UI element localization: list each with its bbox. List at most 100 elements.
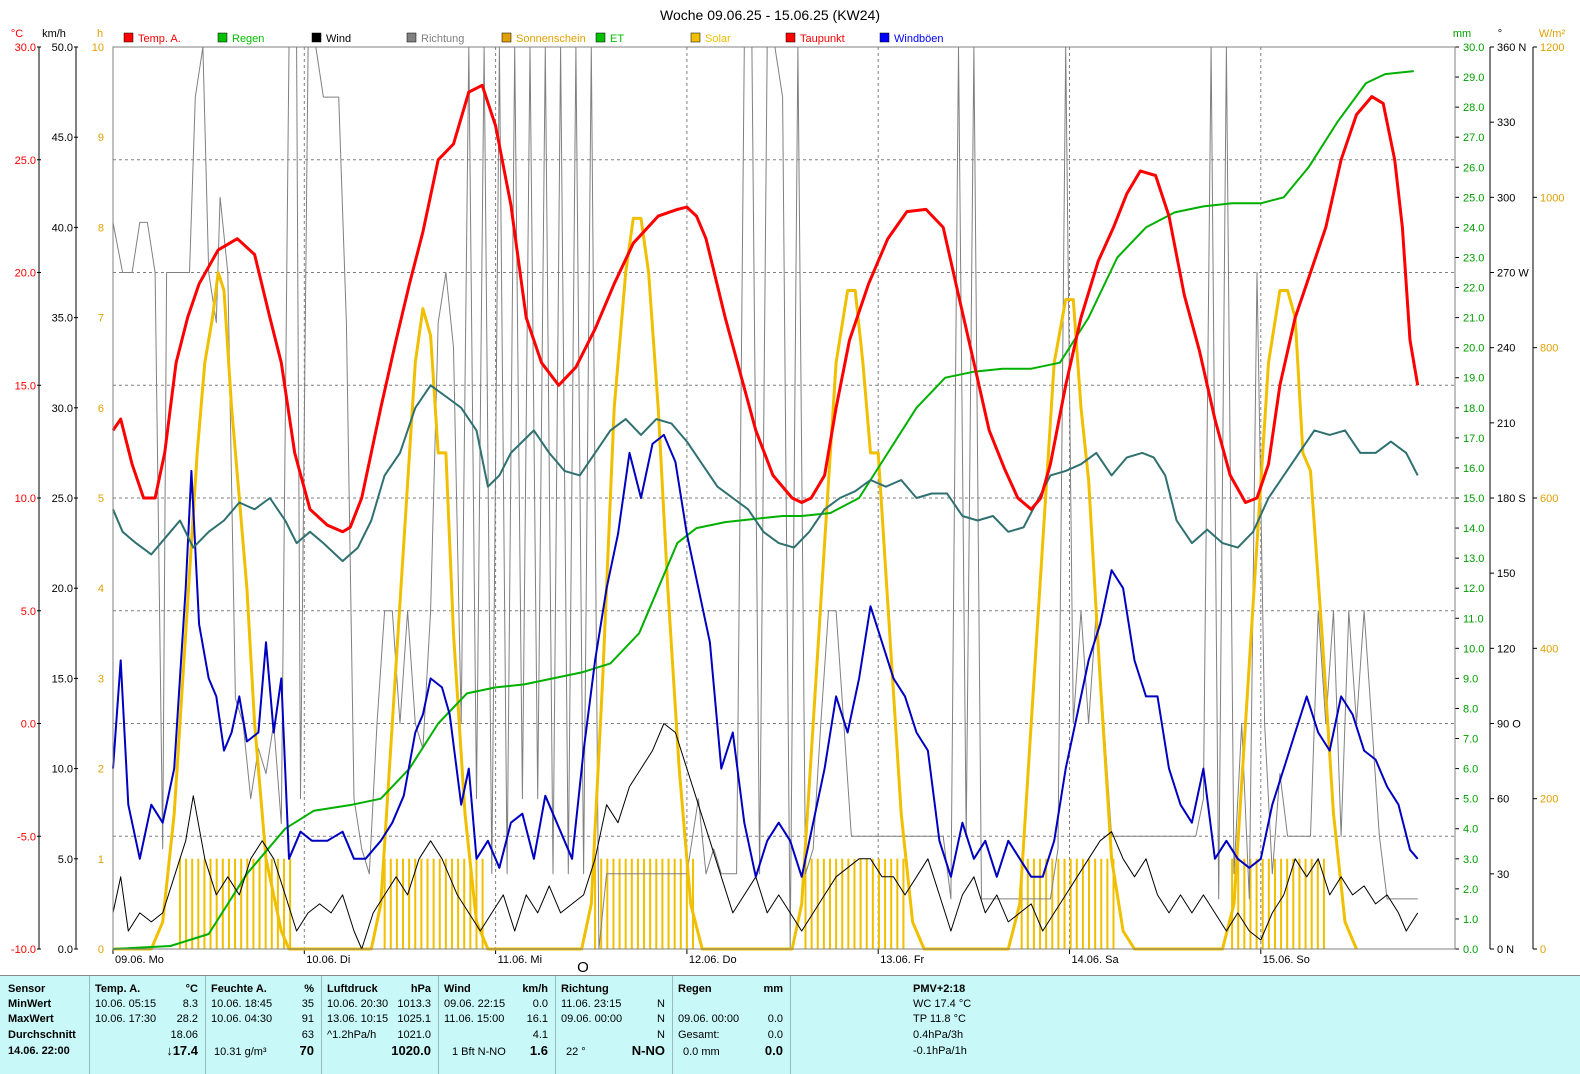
wind-bft: 1 Bft N-NO — [452, 1046, 506, 1058]
press-max-time: 13.06. 10:15 — [327, 1013, 389, 1025]
axis-tick-label: 360 N — [1497, 42, 1526, 54]
legend-swatch — [217, 32, 228, 43]
axis-tick-label: 60 — [1497, 794, 1509, 806]
temp-avg: 18.06 — [170, 1029, 198, 1041]
legend-swatch — [123, 32, 134, 43]
legend-label: Richtung — [421, 33, 464, 45]
axis-tick-label: 210 — [1497, 418, 1515, 430]
axis-tick-label: -5.0 — [17, 831, 36, 843]
axis-tick-label: 26.0 — [1463, 162, 1484, 174]
axis-tick-label: 120 — [1497, 643, 1515, 655]
axis-tick-label: -10.0 — [11, 944, 36, 956]
axis-tick-label: 25.0 — [1463, 192, 1484, 204]
dir-min-time: 11.06. 23:15 — [561, 998, 622, 1010]
axis-tick-label: 3 — [98, 673, 104, 685]
axis-tick-label: 8.0 — [1463, 703, 1478, 715]
rain-unit: mm — [763, 983, 783, 995]
axis-tick-label: 25.0 — [52, 493, 73, 505]
series-line-temp — [111, 83, 1420, 534]
series-line-gust — [112, 433, 1419, 878]
axis-tick-label: 5.0 — [58, 854, 73, 866]
axis-tick-label: 6 — [98, 403, 104, 415]
dir-deg: 22 ° — [566, 1046, 586, 1058]
axis-tick-label: 15.0 — [15, 380, 36, 392]
axis-unit-dir: ° — [1498, 28, 1502, 40]
pmv-line1: PMV+2:18 — [913, 983, 966, 995]
axis-tick-label: 10.0 — [15, 493, 36, 505]
press-title: Luftdruck — [327, 983, 378, 995]
hum-now: 70 — [299, 1043, 314, 1058]
sunshine-bars — [178, 858, 1325, 949]
wind-now: 1.6 — [529, 1043, 548, 1058]
hum-max-time: 10.06. 04:30 — [211, 1013, 273, 1025]
temp-unit: °C — [185, 983, 198, 995]
axis-tick-label: 10 — [92, 42, 104, 54]
axis-tick-label: 10.0 — [52, 764, 73, 776]
axis-tick-label: 20.0 — [1463, 343, 1484, 355]
rain-r3-label: 0.0 mm — [683, 1046, 720, 1058]
plot-frame — [112, 46, 1456, 950]
axis-tick-label: 12.0 — [1463, 583, 1484, 595]
legend-swatch — [879, 32, 890, 43]
axis-tick-label: 30 — [1497, 869, 1509, 881]
axis-tick-label: 270 W — [1497, 268, 1529, 280]
dir-avg: N — [657, 1029, 665, 1041]
temp-max-time: 10.06. 17:30 — [95, 1013, 157, 1025]
x-tick-label: 13.06. Fr — [880, 954, 924, 966]
axis-tick-label: 4 — [98, 583, 104, 595]
axis-tick-label: 1200 — [1540, 42, 1564, 54]
series-line-wind — [112, 723, 1419, 950]
axis-tick-label: 20.0 — [52, 583, 73, 595]
axis-tick-label: 19.0 — [1463, 373, 1484, 385]
x-tick-label: 14.06. Sa — [1072, 954, 1120, 966]
axis-tick-label: 24.0 — [1463, 222, 1484, 234]
axis-unit-sun: h — [97, 28, 103, 40]
hum-abs: 10.31 g/m³ — [214, 1046, 267, 1058]
x-tick-label: 12.06. Do — [689, 954, 737, 966]
axis-tick-label: 90 O — [1497, 719, 1521, 731]
axis-tick-label: 0.0 — [58, 944, 73, 956]
axis-tick-label: 16.0 — [1463, 463, 1484, 475]
axis-tick-label: 1.0 — [1463, 914, 1478, 926]
axis-tick-label: 6.0 — [1463, 764, 1478, 776]
press-max-value: 1025.1 — [397, 1013, 431, 1025]
dir-min-value: N — [657, 998, 665, 1010]
wind-title: Wind — [444, 983, 471, 995]
pmv-line3: TP 11.8 °C — [913, 1013, 966, 1025]
press-unit: hPa — [410, 983, 431, 995]
panel-direction: Richtung 11.06. 23:15 N 09.06. 00:00 N N… — [555, 976, 673, 1074]
dir-title: Richtung — [561, 983, 609, 995]
rain-r3-value: 0.0 — [764, 1043, 783, 1058]
wind-min-time: 09.06. 22:15 — [444, 998, 506, 1010]
series — [111, 46, 1420, 951]
axis-tick-label: 9 — [98, 132, 104, 144]
press-avg: 1021.0 — [397, 1029, 431, 1041]
axis-tick-label: 200 — [1540, 794, 1558, 806]
axis-unit-solar: W/m² — [1539, 28, 1566, 40]
axis-tick-label: 330 — [1497, 117, 1515, 129]
legend-label: Regen — [232, 33, 264, 45]
axis-tick-label: 0 N — [1497, 944, 1514, 956]
axis-tick-label: 8 — [98, 222, 104, 234]
legend-swatch — [406, 32, 417, 43]
panel-pmv: PMV+2:18 WC 17.4 °C TP 11.8 °C 0.4hPa/3h… — [790, 976, 1580, 1074]
axis-tick-label: 25.0 — [15, 155, 36, 167]
axis-tick-label: 40.0 — [52, 222, 73, 234]
axis-tick-label: 5.0 — [1463, 794, 1478, 806]
panel-labels: Sensor MinWert MaxWert Durchschnitt 14.0… — [0, 976, 89, 1074]
axis-tick-label: 2.0 — [1463, 884, 1478, 896]
axes: °C km/h h mm ° W/m²30.025.020.015.010.05.00.0… — [11, 28, 1566, 966]
legend-label: Taupunkt — [800, 33, 845, 45]
legend-swatch — [785, 32, 796, 43]
axis-tick-label: 600 — [1540, 493, 1558, 505]
axis-tick-label: 1 — [98, 854, 104, 866]
axis-tick-label: 180 S — [1497, 493, 1526, 505]
hum-unit: % — [304, 983, 314, 995]
hum-max-value: 91 — [301, 1013, 314, 1025]
rain-r1-time: 09.06. 00:00 — [678, 1013, 740, 1025]
series-line-rain — [112, 70, 1414, 950]
axis-tick-label: 27.0 — [1463, 132, 1484, 144]
axis-tick-label: 0 — [1540, 944, 1546, 956]
axis-unit-wind: km/h — [42, 28, 66, 40]
legend-label: Solar — [705, 33, 731, 45]
